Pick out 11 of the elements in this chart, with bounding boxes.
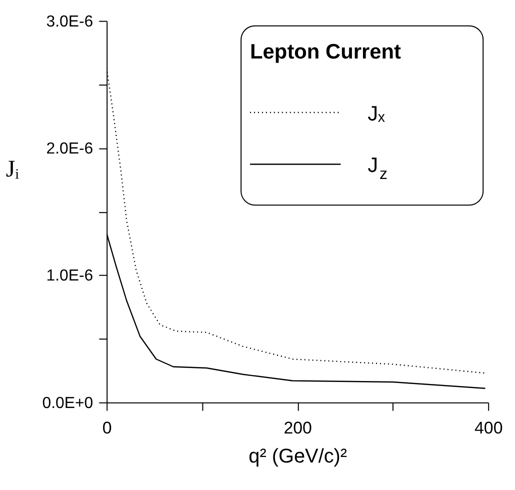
legend-title: Lepton Current [250, 40, 402, 64]
x-tick-label: 0 [102, 418, 112, 438]
y-tick-label: 0.0E+0 [42, 394, 94, 412]
y-tick-label: 3.0E-6 [46, 13, 94, 30]
y-axis-title: Jᵢ [6, 156, 20, 183]
x-axis-title: q² (GeV/c)² [248, 446, 348, 468]
y-tick-label: 1.0E-6 [46, 268, 94, 285]
x-tick-label: 400 [474, 418, 503, 438]
x-tick-label: 200 [284, 418, 312, 438]
legend-label: Jₓ [368, 102, 386, 126]
y-tick-label: 2.0E-6 [46, 140, 94, 158]
